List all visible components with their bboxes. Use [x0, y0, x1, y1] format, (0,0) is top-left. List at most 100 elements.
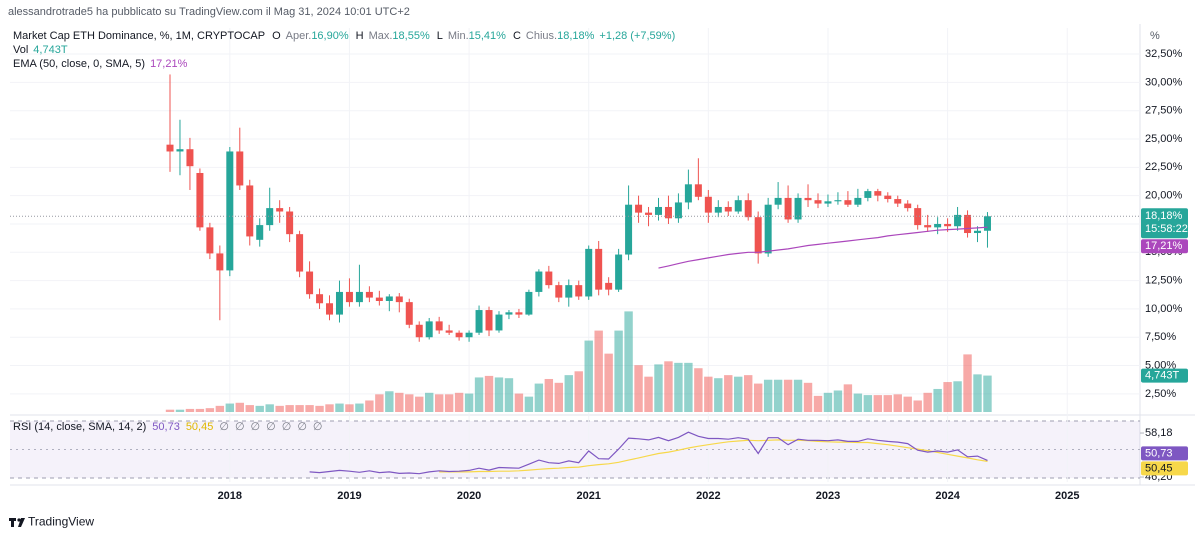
y-tick-label: 2,50%	[1145, 388, 1176, 400]
volume-bar	[195, 408, 205, 412]
candle-body	[375, 297, 383, 301]
rsi-ma-value: 50,45	[186, 421, 214, 433]
volume-bar	[833, 390, 843, 412]
brand-name: TradingView	[28, 515, 94, 529]
candle-body	[256, 225, 264, 240]
volume-bar	[395, 392, 404, 412]
labels: 18,18%15:58:22 17,21% 4,743T 50,73 50,45	[1141, 208, 1188, 476]
volume-bar	[813, 395, 823, 412]
volume-bar	[793, 379, 803, 412]
candle-body	[804, 197, 812, 201]
brand-logo	[9, 518, 25, 527]
candle-body	[465, 332, 473, 338]
candles	[166, 74, 991, 342]
candle-body	[635, 204, 643, 213]
volume-bar	[444, 394, 454, 412]
candle-body	[365, 291, 373, 298]
x-tick-label: 2020	[457, 490, 481, 502]
candle-body	[246, 185, 254, 237]
candle-body	[236, 151, 244, 186]
candle-body	[266, 208, 274, 226]
volume-bar	[873, 395, 883, 412]
candle-body	[306, 271, 314, 295]
publisher-line: alessandrotrade5 ha pubblicato su Tradin…	[8, 6, 410, 18]
candle-body	[645, 212, 653, 215]
legend-value: 18,55%	[392, 30, 430, 42]
candle-body	[535, 271, 543, 292]
volume-bar	[415, 396, 424, 412]
volume-bar	[464, 393, 474, 412]
rsi-name: RSI (14, close, SMA, 14, 2)	[13, 421, 146, 433]
candle-body	[794, 197, 802, 220]
volume-bar	[983, 375, 992, 412]
volume-bar	[893, 394, 902, 412]
volume-bar	[694, 368, 703, 412]
volume-bar	[783, 379, 793, 412]
legend-title: Market Cap ETH Dominance, %, 1M, CRYPTOC…	[13, 30, 265, 42]
volume-bar	[744, 375, 753, 412]
legend-volume: Vol 4,743T	[13, 44, 68, 56]
volume-bar	[903, 396, 912, 412]
y-tick-label: 25,00%	[1145, 133, 1183, 145]
candle-body	[385, 296, 393, 301]
candle-body	[316, 294, 324, 304]
candle-body	[595, 248, 603, 290]
legend-label: Max.	[369, 30, 393, 42]
candle-body	[884, 195, 892, 200]
volume-bar	[773, 379, 783, 412]
rsi-ma-line	[439, 439, 988, 473]
candle-body	[983, 216, 991, 231]
candle-body	[954, 214, 962, 227]
candle-body	[924, 225, 932, 228]
legend-value: 18,18%	[557, 30, 595, 42]
volume-bar	[624, 311, 633, 412]
candle-body	[186, 149, 194, 167]
candle-body	[445, 330, 453, 333]
x-tick-label: 2025	[1055, 490, 1079, 502]
candle-body	[814, 200, 822, 204]
legend-key: C	[513, 30, 521, 42]
volume-bar	[554, 382, 564, 412]
rsi-ma-last-label: 50,45	[1145, 462, 1173, 474]
volume-bar	[973, 374, 982, 412]
candle-body	[854, 197, 862, 205]
volume-bar	[245, 405, 254, 412]
candle-body	[694, 184, 702, 197]
volume-bar	[305, 405, 314, 412]
volume-bar	[883, 395, 892, 412]
volume-bar	[504, 378, 514, 412]
last-price-label: 18,18%	[1145, 210, 1183, 222]
volume-bar	[434, 394, 444, 412]
candle-body	[625, 204, 633, 255]
volume-bar	[933, 388, 942, 412]
volume-bar	[863, 395, 873, 412]
volume-bar	[574, 371, 583, 412]
x-tick-label: 2019	[337, 490, 361, 502]
candle-body	[525, 291, 533, 315]
candle-body	[774, 197, 782, 205]
candle-body	[435, 321, 443, 331]
volume-bar	[405, 394, 414, 412]
ema-line	[658, 226, 988, 269]
candle-body	[226, 151, 234, 271]
volume-bar	[425, 392, 434, 412]
volume-bar	[963, 354, 972, 412]
candle-body	[485, 310, 493, 331]
candle-body	[415, 324, 423, 338]
y-tick-label: 12,50%	[1145, 275, 1183, 287]
candle-body	[904, 203, 912, 209]
volume-bar	[205, 408, 215, 412]
candle-body	[964, 214, 972, 234]
x-tick-label: 2021	[576, 490, 600, 502]
legend-rsi: RSI (14, close, SMA, 14, 2) 50,73 50,45 ∅ ∅ ∅…	[13, 421, 323, 433]
volume-bar	[724, 375, 733, 412]
volume-bar	[614, 330, 623, 412]
y-unit: %	[1150, 30, 1160, 42]
candle-body	[575, 285, 583, 297]
rsi-placeholder: ∅	[282, 421, 292, 433]
volume-bar	[385, 391, 394, 412]
y-tick-label: 32,50%	[1145, 48, 1183, 60]
candle-body	[724, 206, 732, 212]
ema-value: 17,21%	[150, 58, 188, 70]
